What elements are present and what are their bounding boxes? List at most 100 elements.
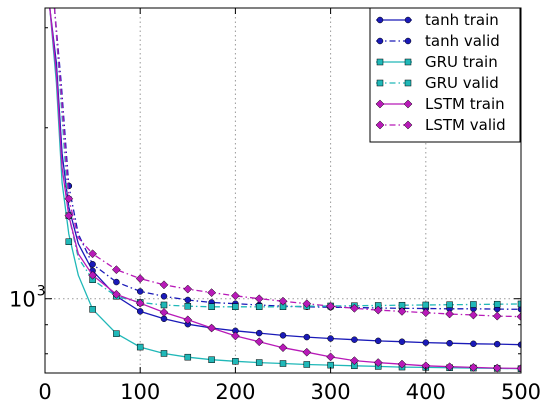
data-point — [89, 306, 96, 313]
legend-box — [369, 7, 521, 143]
legend: tanh train tanh valid GRU train GRU valid LS… — [369, 7, 521, 143]
series-lstm-train — [49, 8, 521, 373]
data-point — [255, 329, 263, 337]
legend-marker — [403, 99, 413, 109]
data-point — [351, 336, 358, 343]
data-point — [397, 306, 407, 316]
data-point — [230, 291, 240, 301]
legend-label: LSTM valid — [425, 116, 506, 134]
data-point — [302, 299, 312, 309]
data-point — [113, 330, 120, 337]
data-point — [65, 238, 73, 245]
legend-label: tanh valid — [425, 32, 500, 50]
data-point — [183, 315, 193, 325]
legend-marker — [404, 58, 412, 66]
data-point — [517, 300, 521, 308]
data-point — [493, 300, 501, 308]
data-point — [64, 211, 74, 221]
legend-marker — [375, 99, 385, 109]
data-point — [159, 308, 169, 317]
data-point — [422, 339, 430, 346]
legend-marker — [404, 16, 412, 24]
data-point — [160, 350, 168, 357]
legend-marker — [404, 37, 412, 45]
data-point — [135, 298, 145, 308]
legend-marker — [376, 58, 384, 66]
data-point — [516, 312, 521, 322]
data-point — [279, 360, 287, 367]
data-point — [136, 308, 144, 315]
data-point — [88, 249, 98, 259]
data-point — [303, 333, 311, 341]
legend-label: GRU train — [425, 53, 498, 71]
data-point — [397, 359, 407, 369]
data-point — [64, 194, 74, 204]
data-point — [421, 308, 431, 318]
data-point — [278, 343, 288, 353]
data-point — [303, 361, 311, 368]
data-point — [468, 362, 478, 372]
data-point — [516, 363, 521, 373]
x-tick-label: 400 — [406, 380, 446, 404]
legend-marker — [376, 79, 384, 87]
data-point — [468, 310, 478, 320]
data-point — [135, 274, 145, 284]
data-point — [184, 302, 192, 310]
data-point — [88, 270, 98, 280]
data-point — [422, 301, 430, 309]
data-point — [493, 340, 501, 348]
y-tick-label-exponent: 3 — [37, 284, 46, 300]
data-point — [232, 303, 239, 311]
legend-marker — [403, 120, 413, 130]
x-tick-label: 0 — [38, 380, 51, 404]
data-point — [136, 343, 144, 351]
series-line — [49, 8, 521, 370]
data-point — [113, 278, 120, 286]
data-point — [517, 341, 521, 348]
data-point — [160, 301, 168, 309]
data-point — [446, 339, 453, 347]
data-point — [160, 293, 168, 300]
grid-lines — [45, 8, 521, 373]
data-point — [255, 359, 263, 366]
series-layer — [49, 8, 521, 373]
data-point — [208, 356, 215, 363]
x-tick-label: 100 — [120, 380, 160, 404]
series-lstm-valid — [53, 8, 521, 322]
data-point — [254, 337, 264, 347]
legend-marker — [375, 120, 385, 130]
data-point — [374, 337, 382, 345]
data-point — [398, 338, 406, 345]
data-point — [279, 332, 287, 339]
legend-marker — [404, 79, 412, 87]
data-point — [207, 323, 217, 333]
data-point — [470, 340, 477, 348]
legend-label: LSTM train — [425, 95, 505, 113]
data-point — [492, 363, 502, 373]
data-point — [183, 284, 193, 294]
legend-label: tanh train — [425, 11, 499, 29]
data-point — [470, 301, 477, 308]
series-line — [49, 8, 521, 346]
data-point — [111, 265, 121, 275]
data-point — [302, 347, 312, 357]
x-tick-label: 200 — [215, 380, 255, 404]
data-point — [445, 362, 455, 372]
data-point — [230, 331, 240, 341]
x-tick-label: 300 — [311, 380, 351, 404]
data-point — [89, 261, 96, 268]
data-point — [326, 352, 336, 362]
data-point — [445, 309, 455, 319]
data-point — [208, 303, 215, 311]
axis-ticks: 0 100 200 300 400 500 103 — [9, 8, 541, 404]
plot-frame — [44, 7, 522, 374]
data-point — [327, 335, 334, 342]
y-tick-label: 103 — [9, 284, 46, 312]
legend-label: GRU valid — [425, 74, 499, 92]
legend-marker — [376, 37, 384, 45]
data-point — [184, 353, 192, 361]
data-point — [349, 356, 359, 366]
data-point — [326, 301, 336, 311]
data-point — [373, 305, 383, 315]
